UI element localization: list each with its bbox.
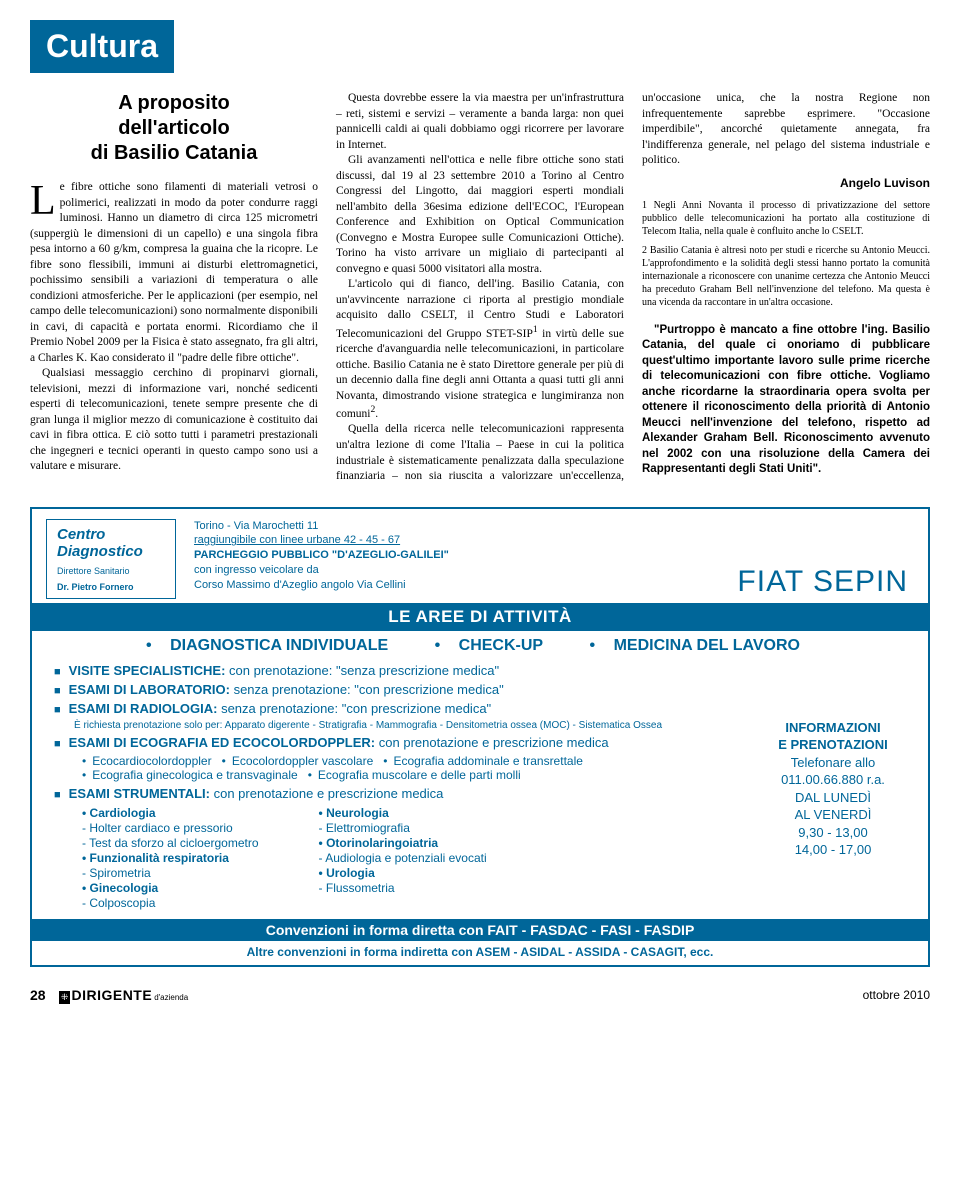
paragraph: Gli avanzamenti nell'ottica e nelle fibr… <box>336 153 624 277</box>
ad-services: VISITE SPECIALISTICHE: con prenotazione:… <box>32 659 748 919</box>
article-body: A proposito dell'articolo di Basilio Cat… <box>30 91 930 485</box>
paragraph: L'articolo qui di fianco, dell'ing. Basi… <box>336 277 624 422</box>
footnote: 1 Negli Anni Novanta il processo di priv… <box>642 199 930 238</box>
page-footer: 28 ⁜DIRIGENTEd'azienda ottobre 2010 <box>30 987 930 1004</box>
ad-logo: Centro Diagnostico Direttore Sanitario D… <box>46 519 176 599</box>
issue-date: ottobre 2010 <box>863 988 930 1002</box>
magazine-logo: ⁜DIRIGENTEd'azienda <box>59 987 188 1004</box>
advertisement: Centro Diagnostico Direttore Sanitario D… <box>30 507 930 967</box>
paragraph: Qualsiasi messaggio cerchino di propinar… <box>30 366 318 475</box>
ad-band2: Convenzioni in forma diretta con FAIT - … <box>32 919 928 941</box>
ad-strip: • DIAGNOSTICA INDIVIDUALE • CHECK-UP • M… <box>32 631 928 659</box>
footnote: 2 Basilio Catania è altresì noto per stu… <box>642 244 930 309</box>
article-title: A proposito dell'articolo di Basilio Cat… <box>30 91 318 166</box>
ad-footer: Altre convenzioni in forma indiretta con… <box>32 941 928 965</box>
paragraph: Questa dovrebbe essere la via maestra pe… <box>336 91 624 153</box>
section-header: Cultura <box>30 20 174 73</box>
page-number: 28 <box>30 987 46 1003</box>
closing-note: "Purtroppo è mancato a fine ottobre l'in… <box>642 323 930 478</box>
ad-address: Torino - Via Marochetti 11 raggiungibile… <box>194 519 719 593</box>
ad-brand: FIAT SEPIN <box>737 565 914 599</box>
byline: Angelo Luvison <box>642 175 930 191</box>
paragraph: Le fibre ottiche sono filamenti di mater… <box>30 180 318 366</box>
ad-contact: INFORMAZIONI E PRENOTAZIONI Telefonare a… <box>748 659 928 919</box>
ad-band: LE AREE DI ATTIVITÀ <box>32 603 928 631</box>
